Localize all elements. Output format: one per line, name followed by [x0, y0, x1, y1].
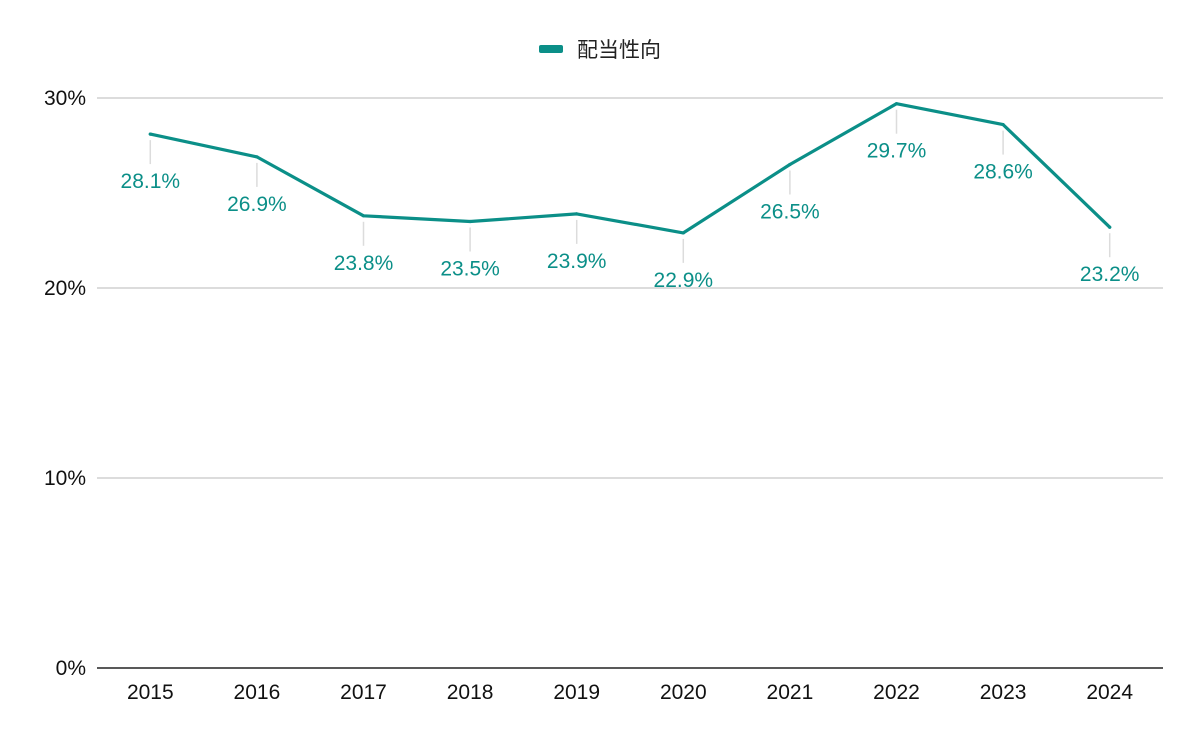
- legend-swatch: [539, 45, 563, 53]
- x-tick-label: 2016: [234, 681, 281, 704]
- legend-item: 配当性向: [539, 34, 661, 64]
- y-tick-label: 0%: [56, 657, 86, 680]
- y-tick-label: 10%: [44, 467, 86, 490]
- data-label: 23.8%: [334, 252, 394, 275]
- data-point: [681, 231, 685, 235]
- data-label: 29.7%: [867, 140, 927, 163]
- x-tick-label: 2024: [1086, 681, 1133, 704]
- data-point: [1108, 225, 1112, 229]
- x-tick-label: 2022: [873, 681, 920, 704]
- data-label: 22.9%: [654, 269, 714, 292]
- data-label: 23.2%: [1080, 263, 1140, 286]
- x-tick-label: 2019: [553, 681, 600, 704]
- data-label: 26.9%: [227, 193, 287, 216]
- x-tick-label: 2020: [660, 681, 707, 704]
- data-point: [148, 132, 152, 136]
- x-tick-label: 2018: [447, 681, 494, 704]
- data-label: 26.5%: [760, 201, 820, 224]
- data-label: 23.9%: [547, 250, 607, 273]
- y-tick-label: 20%: [44, 277, 86, 300]
- x-tick-label: 2015: [127, 681, 174, 704]
- data-label: 28.6%: [973, 161, 1033, 184]
- data-point: [255, 155, 259, 159]
- series-line: [148, 102, 1112, 235]
- legend-label: 配当性向: [577, 39, 661, 62]
- x-tick-label: 2023: [980, 681, 1027, 704]
- data-label: 28.1%: [121, 170, 181, 193]
- y-tick-label: 30%: [44, 87, 86, 110]
- data-point: [788, 162, 792, 167]
- data-point: [575, 212, 579, 216]
- data-point: [361, 214, 366, 218]
- x-tick-label: 2021: [767, 681, 814, 704]
- data-point: [894, 102, 899, 106]
- x-tick-label: 2017: [340, 681, 387, 704]
- data-label: 23.5%: [440, 258, 500, 281]
- data-point: [1001, 123, 1005, 127]
- data-point: [468, 219, 472, 224]
- legend: 配当性向: [0, 34, 1200, 64]
